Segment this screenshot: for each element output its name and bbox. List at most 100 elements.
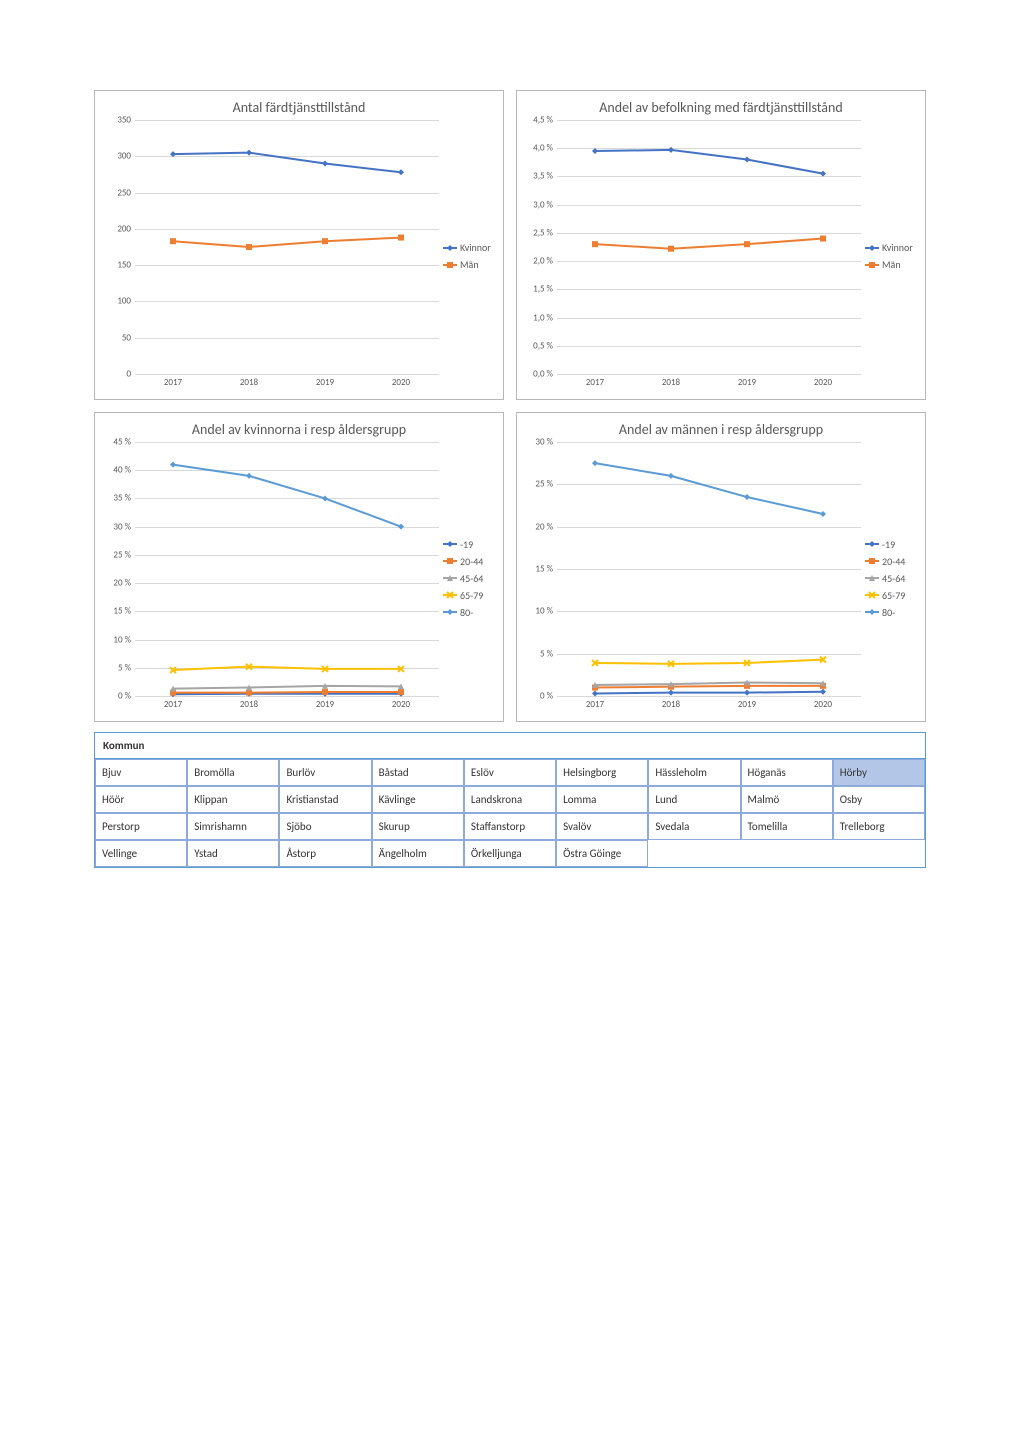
- y-tick-label: 20 %: [535, 521, 553, 532]
- kommun-cell[interactable]: Hörby: [833, 759, 925, 786]
- legend-label: Kvinnor: [460, 241, 491, 254]
- legend-marker-icon: [443, 607, 457, 617]
- series-marker-icon: [246, 473, 252, 479]
- kommun-cell[interactable]: Hässleholm: [648, 759, 740, 786]
- kommun-cell[interactable]: Lomma: [556, 786, 648, 813]
- y-tick-label: 50: [122, 332, 131, 343]
- kommun-cell[interactable]: Simrishamn: [187, 813, 279, 840]
- y-tick-label: 4,0 %: [533, 143, 553, 154]
- kommun-cell[interactable]: Åstorp: [279, 840, 371, 867]
- kommun-cell[interactable]: Östra Göinge: [556, 840, 648, 867]
- x-tick-label: 2019: [316, 377, 334, 388]
- chart-title: Andel av befolkning med färdtjänsttillst…: [521, 99, 921, 116]
- kommun-cell[interactable]: Perstorp: [95, 813, 187, 840]
- series-marker-icon: [398, 689, 404, 695]
- kommun-cell[interactable]: Sjöbo: [279, 813, 371, 840]
- kommun-cell[interactable]: Landskrona: [464, 786, 556, 813]
- legend-label: 80-: [882, 606, 895, 619]
- legend-item: 80-: [443, 606, 499, 619]
- y-tick-label: 30 %: [535, 437, 553, 448]
- kommun-panel: Kommun BjuvBromöllaBurlövBåstadEslövHels…: [94, 732, 926, 868]
- legend-item: 45-64: [443, 572, 499, 585]
- series-line: [173, 238, 401, 247]
- kommun-cell[interactable]: Ängelholm: [372, 840, 464, 867]
- kommun-cell[interactable]: Vellinge: [95, 840, 187, 867]
- series-marker-icon: [592, 690, 598, 696]
- y-tick-label: 200: [117, 223, 131, 234]
- y-tick-label: 0: [126, 369, 131, 380]
- kommun-cell[interactable]: Höör: [95, 786, 187, 813]
- legend-label: -19: [460, 538, 473, 551]
- legend-marker-icon: [865, 590, 879, 600]
- y-tick-label: 300: [117, 151, 131, 162]
- kommun-cell[interactable]: Båstad: [372, 759, 464, 786]
- x-tick-label: 2017: [164, 699, 182, 710]
- x-tick-label: 2020: [392, 377, 410, 388]
- y-tick-label: 100: [117, 296, 131, 307]
- series-marker-icon: [668, 246, 674, 252]
- kommun-cell[interactable]: Svalöv: [556, 813, 648, 840]
- kommun-cell[interactable]: Trelleborg: [833, 813, 925, 840]
- kommun-cell[interactable]: Klippan: [187, 786, 279, 813]
- legend-item: Män: [443, 258, 499, 271]
- kommun-cell[interactable]: Tomelilla: [741, 813, 833, 840]
- series-line: [595, 239, 823, 249]
- plot-svg: [135, 442, 439, 696]
- kommun-cell[interactable]: Kävlinge: [372, 786, 464, 813]
- kommun-cell[interactable]: Höganäs: [741, 759, 833, 786]
- legend: Kvinnor Män: [439, 120, 499, 392]
- legend-item: 20-44: [865, 555, 921, 568]
- series-marker-icon: [592, 241, 598, 247]
- legend-item: Kvinnor: [443, 241, 499, 254]
- kommun-cell[interactable]: Bromölla: [187, 759, 279, 786]
- gridline: [557, 696, 861, 697]
- legend-item: 65-79: [865, 589, 921, 602]
- legend-label: 45-64: [460, 572, 483, 585]
- plot-area: 0 %5 %10 %15 %20 %25 %30 %20172018201920…: [557, 442, 861, 696]
- chart-title: Antal färdtjänsttillstånd: [99, 99, 499, 116]
- legend-marker-icon: [443, 573, 457, 583]
- plot-area: 0,0 %0,5 %1,0 %1,5 %2,0 %2,5 %3,0 %3,5 %…: [557, 120, 861, 374]
- kommun-cell[interactable]: Svedala: [648, 813, 740, 840]
- kommun-cell[interactable]: Staffanstorp: [464, 813, 556, 840]
- legend-marker-icon: [443, 590, 457, 600]
- plot-svg: [557, 120, 861, 374]
- legend-item: 20-44: [443, 555, 499, 568]
- kommun-cell[interactable]: Malmö: [741, 786, 833, 813]
- legend-label: Män: [460, 258, 479, 271]
- y-tick-label: 5 %: [118, 662, 131, 673]
- x-tick-label: 2018: [240, 699, 258, 710]
- plot-area: 0501001502002503003502017201820192020: [135, 120, 439, 374]
- y-tick-label: 10 %: [535, 606, 553, 617]
- series-line: [173, 465, 401, 527]
- legend-marker-icon: [865, 556, 879, 566]
- kommun-cell[interactable]: Eslöv: [464, 759, 556, 786]
- legend-item: 65-79: [443, 589, 499, 602]
- kommun-cell[interactable]: Ystad: [187, 840, 279, 867]
- kommun-cell[interactable]: Osby: [833, 786, 925, 813]
- legend-item: Män: [865, 258, 921, 271]
- kommun-cell[interactable]: Bjuv: [95, 759, 187, 786]
- x-tick-label: 2017: [164, 377, 182, 388]
- series-marker-icon: [820, 171, 826, 177]
- legend-marker-icon: [865, 607, 879, 617]
- chart-title: Andel av männen i resp åldersgrupp: [521, 421, 921, 438]
- series-marker-icon: [322, 238, 328, 244]
- gridline: [135, 374, 439, 375]
- series-marker-icon: [668, 147, 674, 153]
- kommun-cell[interactable]: Helsingborg: [556, 759, 648, 786]
- kommun-cell[interactable]: Skurup: [372, 813, 464, 840]
- y-tick-label: 30 %: [113, 521, 131, 532]
- chart-panel: Andel av befolkning med färdtjänsttillst…: [516, 90, 926, 400]
- y-tick-label: 350: [117, 115, 131, 126]
- y-tick-label: 2,0 %: [533, 256, 553, 267]
- y-tick-label: 150: [117, 260, 131, 271]
- legend-item: 80-: [865, 606, 921, 619]
- legend-item: -19: [443, 538, 499, 551]
- kommun-cell[interactable]: Örkelljunga: [464, 840, 556, 867]
- kommun-cell[interactable]: Lund: [648, 786, 740, 813]
- kommun-cell[interactable]: Kristianstad: [279, 786, 371, 813]
- legend-item: 45-64: [865, 572, 921, 585]
- series-marker-icon: [744, 241, 750, 247]
- kommun-cell[interactable]: Burlöv: [279, 759, 371, 786]
